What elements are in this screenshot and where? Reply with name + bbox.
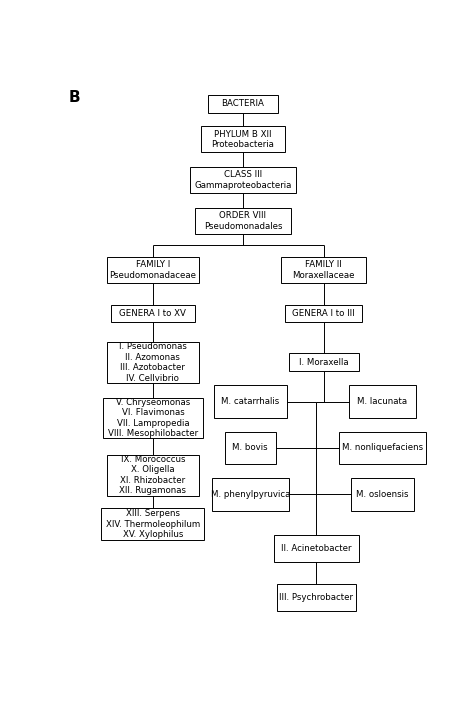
FancyBboxPatch shape: [110, 305, 195, 322]
FancyBboxPatch shape: [213, 385, 287, 418]
FancyBboxPatch shape: [339, 431, 426, 464]
Text: BACTERIA: BACTERIA: [221, 100, 264, 108]
Text: XIII. Serpens
XIV. Thermoleophilum
XV. Xylophilus: XIII. Serpens XIV. Thermoleophilum XV. X…: [106, 509, 200, 539]
Text: M. catarrhalis: M. catarrhalis: [221, 397, 279, 407]
Text: IX. Morococcus
X. Oligella
XI. Rhizobacter
XII. Rugamonas: IX. Morococcus X. Oligella XI. Rhizobact…: [119, 455, 186, 496]
FancyBboxPatch shape: [285, 305, 362, 322]
FancyBboxPatch shape: [107, 342, 199, 383]
FancyBboxPatch shape: [348, 385, 417, 418]
Text: ORDER VIII
Pseudomonadales: ORDER VIII Pseudomonadales: [204, 211, 282, 230]
Text: FAMILY II
Moraxellaceae: FAMILY II Moraxellaceae: [292, 260, 355, 280]
Text: M. phenylpyruvica: M. phenylpyruvica: [210, 490, 290, 498]
FancyBboxPatch shape: [195, 208, 291, 234]
Text: GENERA I to III: GENERA I to III: [292, 309, 355, 318]
FancyBboxPatch shape: [107, 455, 199, 496]
Text: I. Moraxella: I. Moraxella: [299, 358, 348, 367]
Text: FAMILY I
Pseudomonadaceae: FAMILY I Pseudomonadaceae: [109, 260, 196, 280]
Text: V. Chryseomonas
VI. Flavimonas
VII. Lampropedia
VIII. Mesophilobacter: V. Chryseomonas VI. Flavimonas VII. Lamp…: [108, 398, 198, 438]
FancyBboxPatch shape: [277, 584, 356, 612]
Text: III. Psychrobacter: III. Psychrobacter: [279, 593, 354, 602]
FancyBboxPatch shape: [107, 257, 199, 283]
FancyBboxPatch shape: [212, 478, 289, 510]
Text: CLASS III
Gammaproteobacteria: CLASS III Gammaproteobacteria: [194, 170, 292, 189]
Text: M. bovis: M. bovis: [232, 443, 268, 452]
Text: PHYLUM B XII
Proteobacteria: PHYLUM B XII Proteobacteria: [211, 129, 274, 149]
FancyBboxPatch shape: [101, 508, 204, 540]
FancyBboxPatch shape: [201, 127, 285, 152]
FancyBboxPatch shape: [208, 95, 278, 113]
FancyBboxPatch shape: [351, 478, 414, 510]
FancyBboxPatch shape: [282, 257, 366, 283]
Text: M. lacunata: M. lacunata: [357, 397, 408, 407]
FancyBboxPatch shape: [274, 535, 359, 562]
FancyBboxPatch shape: [103, 397, 202, 438]
FancyBboxPatch shape: [190, 167, 296, 193]
Text: M. nonliquefaciens: M. nonliquefaciens: [342, 443, 423, 452]
Text: GENERA I to XV: GENERA I to XV: [119, 309, 186, 318]
FancyBboxPatch shape: [289, 354, 359, 371]
Text: I. Pseudomonas
II. Azomonas
III. Azotobacter
IV. Cellvibrio: I. Pseudomonas II. Azomonas III. Azotoba…: [119, 342, 187, 382]
Text: M. osloensis: M. osloensis: [356, 490, 409, 498]
Text: B: B: [68, 90, 80, 105]
Text: II. Acinetobacter: II. Acinetobacter: [281, 544, 352, 553]
FancyBboxPatch shape: [225, 431, 276, 464]
